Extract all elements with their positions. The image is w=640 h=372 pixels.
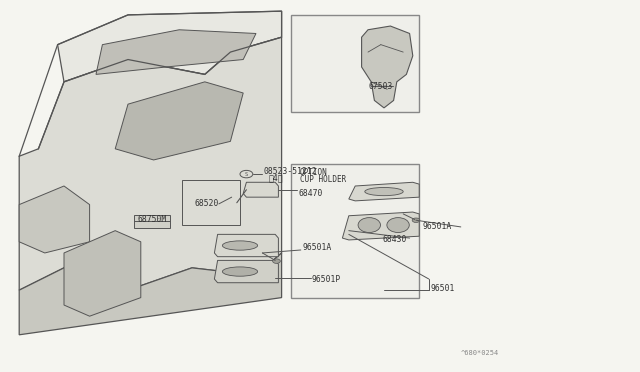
Bar <box>291 15 419 112</box>
Polygon shape <box>96 30 256 74</box>
Text: 68520: 68520 <box>195 199 219 208</box>
Text: 08523-51212: 08523-51212 <box>264 167 317 176</box>
Polygon shape <box>58 11 282 82</box>
Bar <box>182 180 240 225</box>
Ellipse shape <box>223 267 258 276</box>
Text: 96501A: 96501A <box>422 222 452 231</box>
Circle shape <box>150 217 166 226</box>
Polygon shape <box>349 182 419 201</box>
Text: S: S <box>244 171 248 177</box>
Polygon shape <box>243 182 278 197</box>
Text: 68750M: 68750M <box>137 215 166 224</box>
Circle shape <box>136 217 152 226</box>
Text: 68470: 68470 <box>299 189 323 198</box>
Polygon shape <box>19 186 90 253</box>
Text: OPTION: OPTION <box>300 168 327 177</box>
Text: 67503: 67503 <box>369 82 393 91</box>
Text: CUP HOLDER: CUP HOLDER <box>300 175 346 184</box>
Polygon shape <box>342 212 419 240</box>
Ellipse shape <box>387 218 410 232</box>
Bar <box>134 215 170 228</box>
Text: （4）: （4） <box>269 173 284 182</box>
Text: 96501P: 96501P <box>312 275 341 284</box>
Polygon shape <box>214 234 278 257</box>
Polygon shape <box>19 253 282 335</box>
Ellipse shape <box>223 241 258 250</box>
Text: ^680*0254: ^680*0254 <box>461 350 499 356</box>
Polygon shape <box>115 82 243 160</box>
Polygon shape <box>362 26 413 108</box>
Polygon shape <box>64 231 141 316</box>
Text: 96501: 96501 <box>430 284 454 293</box>
Bar <box>291 164 419 298</box>
Circle shape <box>412 218 420 222</box>
Polygon shape <box>214 260 278 283</box>
Text: 96501A: 96501A <box>302 243 332 252</box>
Polygon shape <box>19 37 282 290</box>
Circle shape <box>273 259 280 263</box>
Ellipse shape <box>358 218 380 232</box>
Text: 68430: 68430 <box>382 235 406 244</box>
Ellipse shape <box>365 187 403 196</box>
